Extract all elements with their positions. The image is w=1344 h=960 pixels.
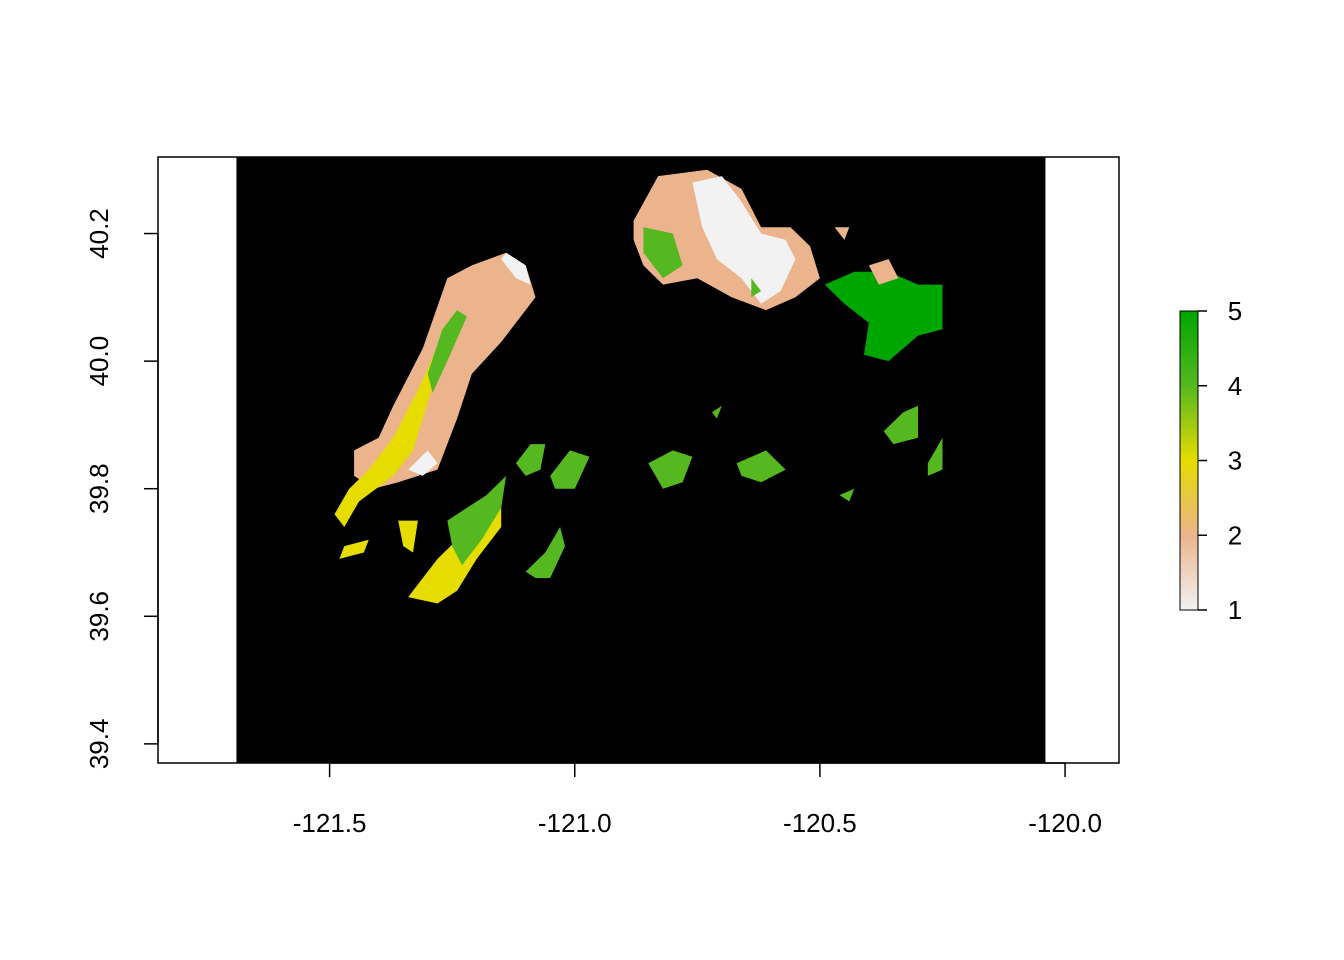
legend-tick-label: 5 xyxy=(1228,296,1242,326)
x-tick-label: -121.0 xyxy=(538,808,612,838)
raster-region-value-4 xyxy=(927,437,943,476)
raster-region-value-4 xyxy=(447,475,507,566)
raster-region-value-4 xyxy=(648,450,693,489)
raster-regions xyxy=(334,169,943,604)
raster-region-value-4 xyxy=(525,527,565,578)
legend-ticks: 1 2 3 4 5 xyxy=(1198,296,1242,625)
raster-region-value-4 xyxy=(839,488,855,502)
raster-region-value-4 xyxy=(515,444,546,476)
y-tick-label: 40.2 xyxy=(84,208,114,259)
raster-region-value-4 xyxy=(883,405,918,445)
x-axis: -121.5 -121.0 -120.5 -120.0 xyxy=(293,762,1102,838)
y-axis: 39.4 39.6 39.8 40.0 40.2 xyxy=(84,208,159,770)
raster-region-value-2 xyxy=(834,227,850,240)
raster-region-value-3 xyxy=(398,520,418,553)
raster-region-value-3 xyxy=(334,322,458,527)
legend-tick-label: 1 xyxy=(1228,595,1242,625)
raster-region-value-3 xyxy=(339,539,369,559)
raster-layer xyxy=(236,157,1046,763)
x-tick-label: -121.5 xyxy=(293,808,367,838)
y-tick-label: 39.4 xyxy=(84,719,114,770)
raster-region-value-1 xyxy=(692,176,796,304)
legend-tick-label: 2 xyxy=(1228,520,1242,550)
raster-region-value-4 xyxy=(736,450,786,483)
raster-region-value-1 xyxy=(501,252,531,285)
y-tick-label: 39.8 xyxy=(84,463,114,514)
y-tick-label: 39.6 xyxy=(84,591,114,642)
raster-region-value-4 xyxy=(550,450,590,489)
raster-region-value-4 xyxy=(643,227,683,279)
x-tick-label: -120.0 xyxy=(1028,808,1102,838)
color-legend: 1 2 3 4 5 xyxy=(1179,296,1242,625)
legend-tick-label: 4 xyxy=(1228,371,1242,401)
raster-region-value-4 xyxy=(712,405,722,419)
legend-color-bar xyxy=(1179,310,1199,611)
legend-tick-label: 3 xyxy=(1228,446,1242,476)
raster-region-value-4 xyxy=(427,310,467,393)
x-tick-label: -120.5 xyxy=(783,808,857,838)
raster-region-value-4 xyxy=(751,278,762,298)
y-tick-label: 40.0 xyxy=(84,336,114,387)
raster-region-value-5 xyxy=(824,271,943,362)
raster-region-value-2 xyxy=(868,259,899,285)
raster-region-value-1 xyxy=(408,450,438,476)
